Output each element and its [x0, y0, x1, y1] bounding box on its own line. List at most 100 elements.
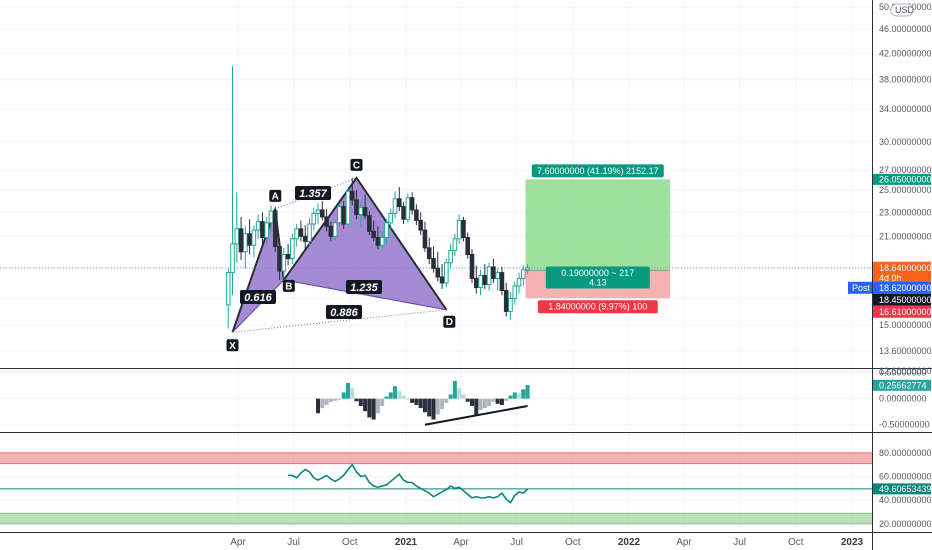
- candle-body-19: [307, 223, 312, 242]
- candle-body-27: [341, 206, 346, 225]
- candle-body-33: [367, 215, 372, 232]
- histogram-bar-20: [401, 395, 406, 399]
- histogram-bars: [316, 380, 530, 426]
- ratio-label-bg-1: [295, 186, 331, 200]
- histogram-bar-9: [354, 398, 359, 402]
- entry-price-badge: 18.45000000: [879, 295, 932, 305]
- histogram-bar-48: [521, 389, 526, 399]
- time-tick-label-3: 2021: [395, 537, 418, 548]
- stop-label: 1.84000000 (9.97%) 100: [548, 302, 647, 312]
- candle-body-40: [396, 198, 402, 208]
- histogram-trendline[interactable]: [424, 404, 528, 426]
- candles: [225, 66, 530, 329]
- ratio-label-bg-2: [346, 280, 382, 294]
- histogram-bar-14: [375, 398, 380, 414]
- candle-body-66: [508, 297, 513, 312]
- currency-pill[interactable]: [890, 3, 914, 17]
- candle-body-22: [320, 209, 325, 218]
- candle-body-41: [401, 206, 406, 220]
- time-tick-label-11: 2023: [841, 537, 864, 548]
- histogram-tick-label-1: 0.00000000: [879, 394, 927, 404]
- oscillator-tick-label-3: 20.00000000: [879, 519, 932, 529]
- histogram-bar-6: [341, 392, 346, 399]
- price-tick-label-13: 13.60000000: [879, 346, 932, 356]
- histogram-bar-34: [461, 394, 466, 399]
- candle-body-54: [456, 219, 462, 240]
- candle-body-62: [491, 266, 496, 279]
- ratio-label-bg-0: [240, 290, 276, 304]
- histogram-bar-1: [320, 398, 325, 409]
- candle-body-26: [337, 206, 342, 224]
- histogram-bar-39: [482, 398, 487, 409]
- histogram-bar-35: [465, 398, 470, 402]
- pattern-point-a-bg: [269, 189, 282, 202]
- pattern-point-b-bg: [282, 279, 295, 292]
- candle-body-53: [452, 238, 458, 251]
- ratio-label-0: 0.616: [244, 292, 272, 304]
- histogram-bar-18: [393, 386, 398, 399]
- time-tick-label-1: Jul: [287, 537, 300, 548]
- candle-body-69: [521, 269, 526, 279]
- center-label-bg: [545, 266, 650, 289]
- histogram-bar-40: [487, 398, 492, 406]
- candle-body-9: [264, 222, 270, 239]
- histogram-bar-43: [499, 398, 504, 405]
- candle-body-65: [503, 290, 509, 312]
- histogram-bar-19: [397, 391, 402, 399]
- ratio-label-1: 1.357: [299, 188, 327, 200]
- histogram-bar-7: [345, 383, 350, 399]
- candle-body-6: [251, 229, 257, 246]
- candle-body-5: [247, 233, 252, 246]
- oscillator-tick-label-2: 40.00000000: [879, 495, 932, 505]
- histogram-last-value-badge-bg: [873, 379, 931, 391]
- candle-body-31: [358, 207, 364, 216]
- candle-body-61: [486, 266, 492, 285]
- histogram-bar-15: [380, 398, 385, 406]
- candle-body-68: [516, 277, 522, 287]
- candle-body-1: [230, 243, 235, 274]
- histogram-bar-12: [367, 398, 372, 418]
- candle-body-34: [371, 230, 376, 239]
- histogram-bar-17: [388, 392, 393, 399]
- candle-body-43: [409, 197, 415, 211]
- candle-body-46: [422, 229, 428, 249]
- pattern-point-d: D: [446, 317, 453, 328]
- histogram-bar-16: [384, 396, 389, 399]
- post-tag-bg: [848, 281, 872, 294]
- histogram-bar-0: [316, 398, 321, 414]
- post-tag: Post: [852, 283, 871, 293]
- position-tool[interactable]: [0, 179, 872, 299]
- candle-body-7: [255, 221, 261, 231]
- time-tick-label-6: Oct: [565, 537, 581, 548]
- price-tick-label-12: 15.00000000: [879, 320, 932, 330]
- histogram-bar-44: [504, 398, 509, 401]
- histogram-bar-21: [405, 398, 410, 400]
- take-profit-zone[interactable]: [525, 179, 670, 271]
- oscillator-tick-label-1: 60.00000000: [879, 472, 932, 482]
- candle-body-24: [328, 225, 334, 237]
- candle-body-56: [465, 237, 471, 255]
- histogram-bar-22: [410, 398, 415, 403]
- candle-body-14: [285, 253, 291, 260]
- time-axis[interactable]: Apr Jul Oct 2021 Apr Jul Oct 2022 Apr Jul Oct 2023: [230, 537, 863, 548]
- histogram-bar-47: [517, 393, 522, 399]
- candle-body-2: [234, 228, 240, 245]
- histogram-bar-33: [457, 388, 462, 399]
- histogram-bar-10: [358, 398, 363, 406]
- candle-body-50: [439, 276, 445, 284]
- histogram-bar-30: [444, 398, 449, 403]
- take-profit-badge: 26.05000000: [879, 174, 932, 184]
- pattern-ratio-line-0: [232, 279, 285, 333]
- oscillator-line: [0, 463, 872, 504]
- price-tick-label-7: 25.00000000: [879, 185, 932, 195]
- price-tick-label-1: 46.00000000: [879, 24, 932, 34]
- candle-body-58: [473, 277, 479, 288]
- candle-body-18: [302, 235, 308, 242]
- oscillator-last-value-badge: 49.60653439: [879, 484, 932, 494]
- candle-body-30: [354, 199, 359, 216]
- candle-body-67: [512, 285, 518, 299]
